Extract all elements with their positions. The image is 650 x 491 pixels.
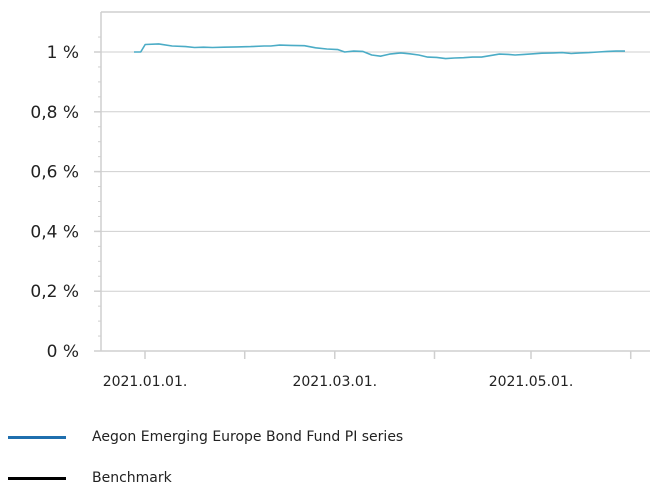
- x-tick-label: 2021.05.01.: [489, 374, 574, 390]
- x-tick-label: 2021.01.01.: [103, 374, 188, 390]
- x-tick-label: 2021.03.01.: [292, 374, 377, 390]
- series-lines: [134, 43, 625, 60]
- y-tick-label: 0 %: [47, 342, 79, 362]
- y-tick-label: 0,2 %: [30, 282, 79, 302]
- series-line-0: [134, 43, 625, 60]
- y-tick-label: 0,4 %: [30, 222, 79, 242]
- y-tick-labels: 0 % 0,2 % 0,4 % 0,6 % 0,8 % 1 %: [30, 43, 79, 362]
- gridlines: [101, 51, 650, 292]
- axes: [94, 11, 650, 359]
- y-tick-label: 0,8 %: [30, 103, 79, 123]
- y-tick-label: 1 %: [47, 43, 79, 63]
- y-tick-label: 0,6 %: [30, 163, 79, 183]
- x-tick-labels: 2021.01.01. 2021.03.01. 2021.05.01.: [103, 374, 574, 390]
